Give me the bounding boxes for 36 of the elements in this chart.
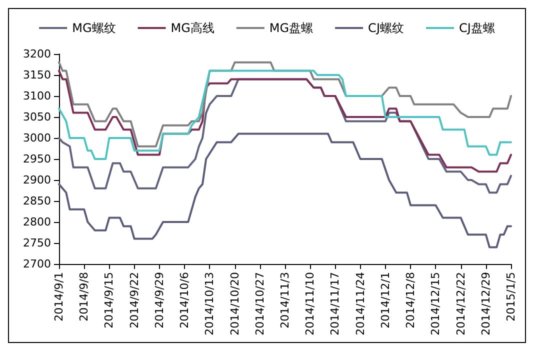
legend-label: CJ螺纹	[368, 21, 404, 35]
y-tick-label: 3150	[23, 68, 51, 82]
x-tick-label: 2014/10/13	[203, 272, 216, 336]
legend-label: CJ盘螺	[458, 21, 495, 35]
y-tick-label: 2800	[23, 216, 51, 228]
y-tick-label: 2950	[23, 152, 51, 166]
y-tick-label: 2900	[23, 174, 51, 186]
x-tick-label: 2014/11/10	[304, 272, 317, 336]
y-tick-label: 2700	[23, 258, 51, 270]
y-tick-label: 3000	[23, 132, 51, 144]
y-tick-label: 3100	[23, 90, 51, 102]
x-tick-label: 2014/10/6	[178, 272, 192, 328]
x-tick-label: 2014/12/15	[429, 272, 442, 336]
x-tick-label: 2014/11/3	[278, 272, 292, 328]
x-tick-label: 2014/12/29	[479, 272, 492, 336]
legend-label: MG螺纹	[72, 21, 116, 35]
x-tick-label: 2014/11/24	[354, 272, 367, 336]
x-tick-label: 2015/1/5	[504, 272, 518, 322]
y-tick-label: 3050	[23, 110, 51, 124]
x-tick-label: 2014/12/22	[454, 272, 468, 336]
x-tick-label: 2014/9/8	[78, 272, 91, 322]
x-tick-label: 2014/9/1	[52, 272, 66, 322]
legend-label: MG高线	[170, 21, 214, 35]
y-tick-label: 2750	[23, 236, 51, 250]
y-tick-label: 2850	[23, 194, 51, 208]
x-tick-label: 2014/9/15	[102, 272, 116, 328]
x-tick-label: 2014/12/8	[404, 272, 418, 328]
x-tick-label: 2014/11/17	[328, 272, 342, 336]
legend-label: MG盘螺	[269, 21, 314, 35]
x-tick-label: 2014/12/1	[378, 272, 392, 328]
x-tick-label: 2014/10/20	[228, 272, 242, 336]
y-tick-label: 3200	[23, 48, 51, 60]
x-tick-label: 2014/9/29	[152, 272, 166, 328]
x-tick-label: 2014/9/22	[128, 272, 141, 328]
x-tick-label: 2014/10/27	[253, 272, 266, 336]
line-series	[58, 132, 512, 248]
